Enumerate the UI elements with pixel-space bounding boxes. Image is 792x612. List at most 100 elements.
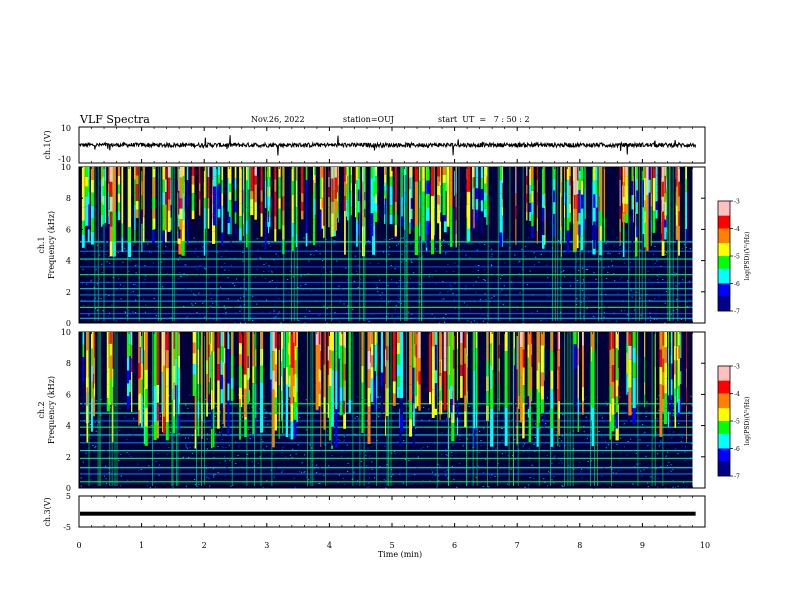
ch2-spectrogram-speckle [519,471,521,473]
ch1-spectrogram-burst [553,167,556,179]
ch2-spectrogram-burst [329,404,332,423]
ch1-spectrogram-sferic-line [400,167,401,321]
ch1-spectrogram-burst [446,186,450,197]
ch1-spectrogram-burst [567,238,569,254]
ch2-spectrogram-burst [208,344,210,357]
ch1-spectrogram-speckle [478,265,480,266]
ch1-spectrogram-speckle [665,254,667,256]
ch1-spectrogram-burst [401,196,403,207]
ch2-spectrogram-burst [270,367,272,380]
ch2-spectrogram-speckle [444,471,446,473]
ch1-spectrogram-burst [655,184,658,193]
ch1-spectrogram-speckle [563,251,565,253]
ch2-spectrogram-speckle [641,475,643,477]
ch2-spectrogram-burst [399,332,404,349]
ch2-spectrogram-speckle [324,444,326,446]
ch1-spectrogram-speckle [100,298,102,300]
ch2-spectrogram-burst [591,351,594,370]
ch2-spectrogram-speckle [300,471,303,473]
ch2-spectrogram-speckle [229,470,232,471]
ch1-spectrogram-burst [573,222,577,237]
ch2-spectrogram-speckle [289,404,291,406]
ch2-spectrogram-speckle [583,426,585,427]
ch2-spectrogram-burst [270,332,272,344]
ch2-spectrogram-burst [644,382,646,395]
ch2-spectrogram-speckle [197,481,200,483]
ch2-spectrogram-burst [632,377,636,394]
ch1-spectrogram-burst [568,203,571,214]
ch1-spectrogram-burst [85,167,89,177]
ch2-spectrogram-speckle [590,460,593,462]
ch2-spectrogram-speckle [323,475,325,477]
ch1-spectrogram-speckle [546,264,548,266]
ch1-spectrogram-burst [467,179,471,192]
ch1-spectrogram-speckle [93,287,95,289]
ch1-colorbar-swatch [718,285,730,288]
ch1-colorbar-swatch [718,235,730,238]
ch1-spectrogram-burst [81,193,85,208]
ch1-colorbar-swatch [718,301,730,304]
ch1-spectrogram-speckle [656,257,658,259]
ch1-spectrogram-speckle [665,244,667,246]
ch1-spectrogram-burst [234,167,237,179]
ch1-spectrogram-speckle [402,260,404,262]
ch1-spectrogram-burst [553,225,556,238]
ch2-spectrogram-burst [144,407,148,427]
ch2-spectrogram-burst [223,379,226,396]
ch1-spectrogram-burst [227,223,230,235]
ch2-spectrogram-burst [374,384,378,398]
ch2-spectrogram-speckle [411,467,413,468]
ch2-spectrogram-sferic-line [436,332,438,486]
ch2-spectrogram-speckle [636,463,638,465]
ch1-spectrogram-speckle [500,302,502,304]
ch1-spectrogram-speckle [212,318,215,320]
ch2-spectrogram-burst [504,426,508,446]
ch2-spectrogram-burst [361,332,364,349]
ch2-spectrogram-burst [94,357,95,371]
ch2-spectrogram-burst [153,350,157,368]
ch2-spectrogram-burst [248,332,250,344]
ch1-spectrogram-burst [431,196,435,211]
ch2-spectrogram-sferic-line [569,332,571,486]
ch2-spectrogram-speckle [605,401,607,403]
ch1-spectrogram-speckle [99,254,101,256]
ch2-spectrogram-burst [260,382,264,400]
ch1-spectrogram-burst [334,220,337,231]
ch1-spectrogram-speckle [242,252,244,253]
ch2-spectrogram-burst [290,349,294,368]
ch2-spectrogram-burst [399,427,402,448]
ch2-spectrogram-burst [659,419,663,437]
ch1-spectrogram-speckle [617,292,619,294]
ch2-spectrogram-burst [416,393,420,407]
ch1-spectrogram-burst [101,179,103,191]
ch2-spectrogram-speckle [95,400,97,402]
ch1-spectrogram-speckle [136,285,138,287]
ch1-spectrogram-speckle [410,260,413,262]
ch1-spectrogram-burst [389,186,393,196]
ch1-colorbar-swatch [718,243,730,246]
ch2-spectrogram-speckle [377,416,379,418]
ch2-spectrogram-burst [323,348,326,365]
ch2-spectrogram-speckle [595,409,597,411]
ch1-spectrogram-speckle [676,273,678,275]
ch2-spectrogram-speckle [281,452,283,454]
ch2-spectrogram-speckle [483,472,485,474]
ch2-spectrogram-burst [557,366,560,384]
ch1-spectrogram-burst [179,219,183,230]
ch1-spectrogram-speckle [371,313,373,315]
ch1-spectrogram-burst [213,215,217,226]
ch1-spectrogram-speckle [209,292,211,294]
ch2-spectrogram-speckle [173,483,175,485]
ch1-spectrogram-sferic-line [579,167,581,321]
ch2-spectrogram-burst [573,393,577,406]
ch1-spectrogram-burst [330,167,334,179]
ch2-spectrogram-burst [415,344,417,358]
ch1-ytick-bottom: -10 [58,155,71,164]
ch2-spectrogram-burst [385,418,386,436]
ch1-spectrogram-speckle [352,308,354,310]
ch1-spectrogram-burst [268,189,269,200]
ch2-spectrogram-speckle [531,464,533,466]
ch2-spectrogram-speckle [95,430,97,432]
ch2-spectrogram-burst [582,373,584,388]
ch1-spectrogram-burst [334,198,337,210]
